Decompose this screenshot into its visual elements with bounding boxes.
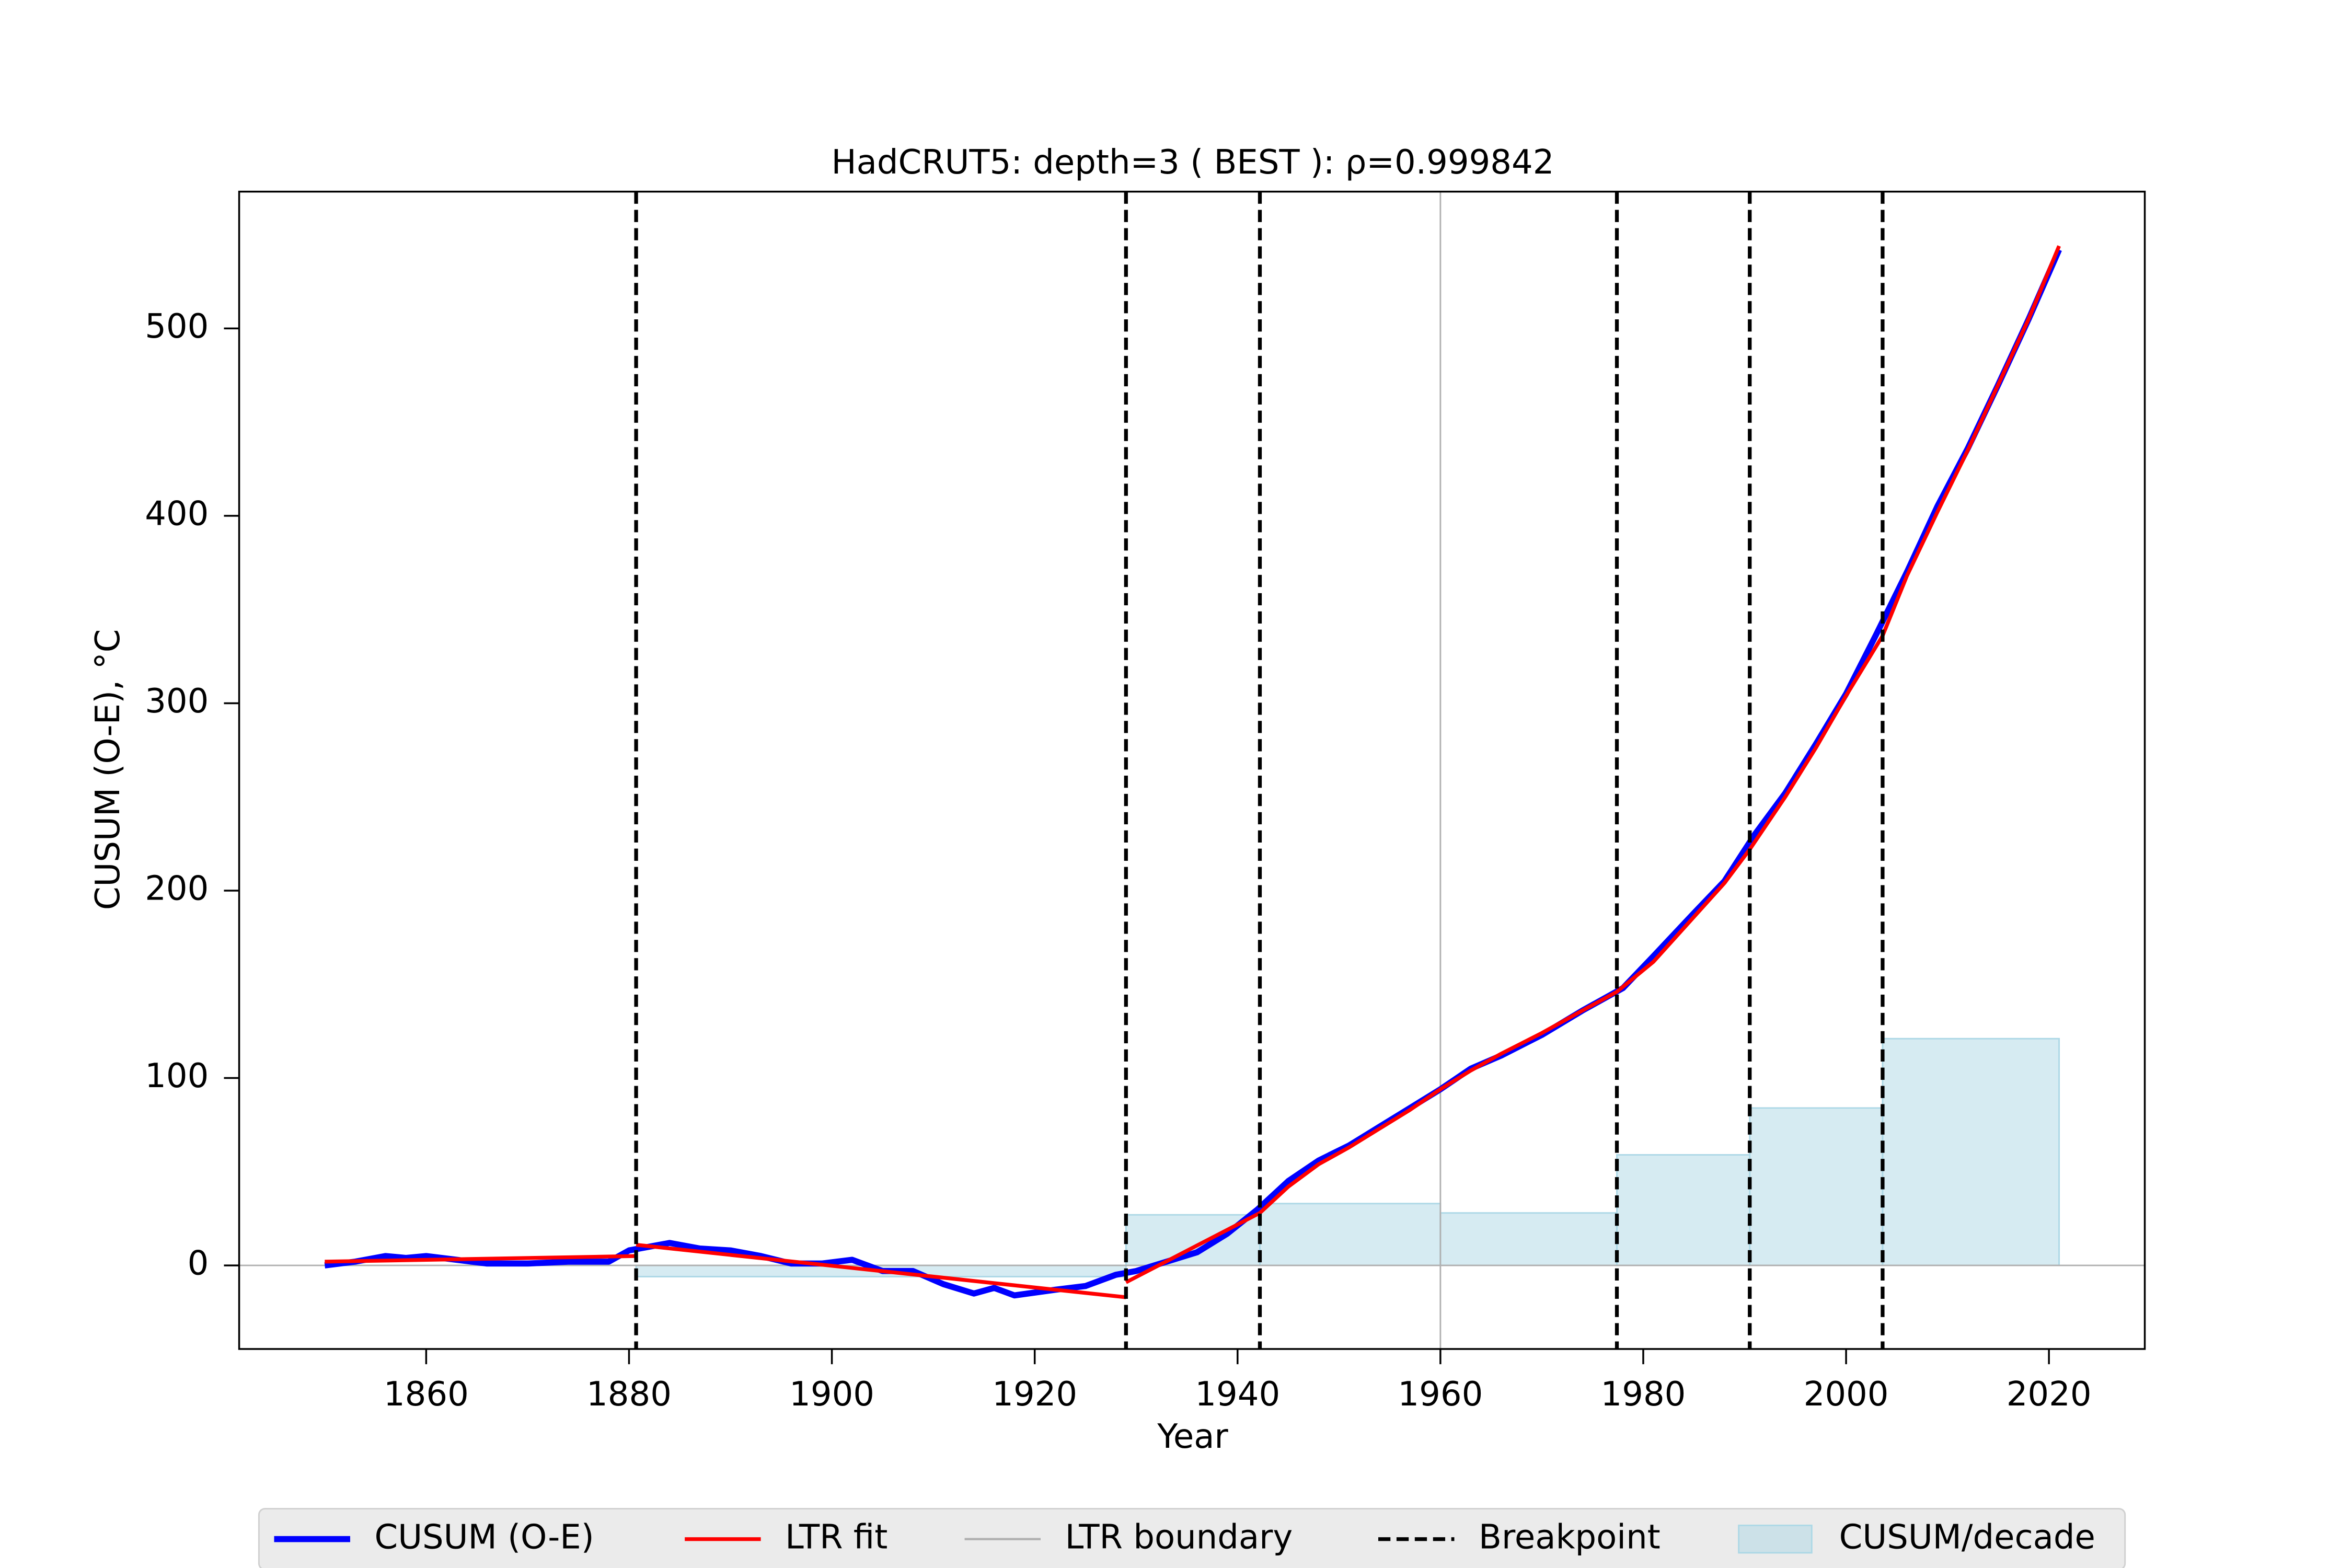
x-axis-label: Year (1157, 1417, 1228, 1456)
y-tick-label: 0 (188, 1244, 209, 1283)
legend-label: CUSUM (O-E) (375, 1518, 594, 1557)
x-tick-label: 2020 (2007, 1375, 2092, 1414)
legend-label: LTR fit (785, 1518, 887, 1557)
y-tick-label: 300 (145, 682, 209, 721)
y-tick-label: 400 (145, 494, 209, 533)
legend-symbol (1738, 1525, 1813, 1554)
x-tick-label: 1920 (992, 1375, 1077, 1414)
plot-frame (238, 190, 2146, 1350)
y-tick-label: 500 (145, 307, 209, 346)
legend-label: LTR boundary (1065, 1518, 1293, 1557)
series-line (325, 245, 2061, 1299)
x-tick-label: 1980 (1601, 1375, 1686, 1414)
y-axis-label: CUSUM (O-E), °C (89, 629, 128, 910)
decade-bar (1749, 1107, 1884, 1266)
x-tick-label: 2000 (1804, 1375, 1889, 1414)
x-tick-label: 1940 (1195, 1375, 1280, 1414)
decade-bar (1616, 1154, 1751, 1266)
legend-box (258, 1508, 2126, 1568)
decade-bar (1439, 1212, 1618, 1266)
x-tick-label: 1880 (586, 1375, 672, 1414)
x-tick-label: 1860 (384, 1375, 469, 1414)
x-tick-label: 1900 (789, 1375, 874, 1414)
x-tick-label: 1960 (1398, 1375, 1483, 1414)
decade-bar (1259, 1203, 1442, 1266)
decade-bar (1882, 1037, 2060, 1266)
y-tick-label: 200 (145, 870, 209, 908)
chart-title: HadCRUT5: depth=3 ( BEST ): ρ=0.999842 (832, 143, 1554, 182)
legend-label: Breakpoint (1479, 1518, 1661, 1557)
legend-label: CUSUM/decade (1839, 1518, 2095, 1557)
y-tick-label: 100 (145, 1057, 209, 1096)
